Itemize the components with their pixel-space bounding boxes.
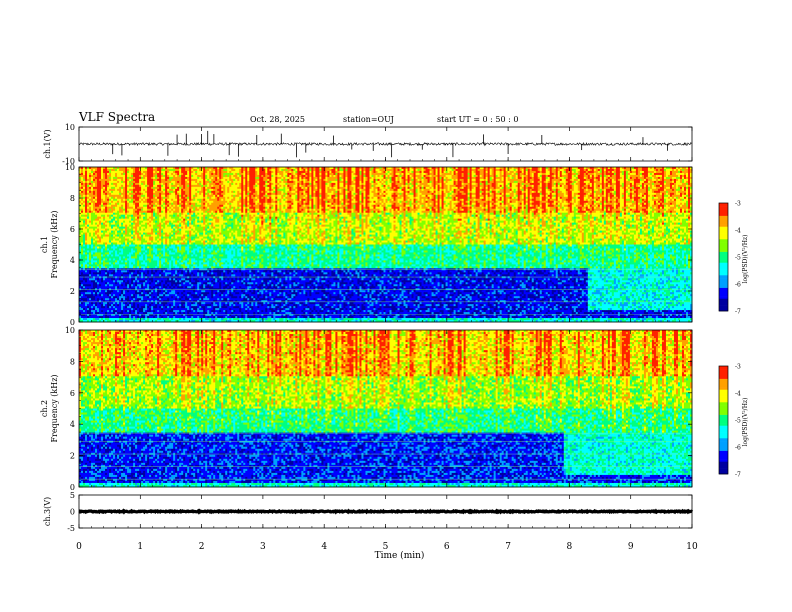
ch1-spectrogram-ylabel: ch.1 bbox=[40, 236, 49, 253]
xtick-label: 6 bbox=[444, 542, 450, 552]
xtick-label: 8 bbox=[567, 542, 573, 552]
xtick-label: 0 bbox=[76, 542, 82, 552]
ytick-label: 8 bbox=[70, 194, 75, 203]
colorbar-tick-label: -7 bbox=[735, 472, 741, 479]
colorbar-tick-label: -6 bbox=[735, 282, 741, 289]
ytick-label: 4 bbox=[70, 420, 75, 429]
ytick-label: -5 bbox=[67, 524, 75, 533]
ytick-label: 2 bbox=[70, 452, 75, 461]
ytick-label: 2 bbox=[70, 287, 75, 296]
colorbar-tick-label: -5 bbox=[735, 255, 741, 262]
colorbar-label: log(PSD)(V²/Hz) bbox=[742, 398, 749, 447]
colorbar-tick-label: -4 bbox=[735, 391, 741, 398]
ch2-spectrogram-colorbar: -3 -4 -5 -6 -7 log(PSD)(V²/Hz) bbox=[719, 364, 749, 479]
ch1-waveform-trace bbox=[79, 143, 692, 146]
ytick-label: 8 bbox=[70, 357, 75, 366]
ch1-waveform-ylabel: ch.1(V) bbox=[43, 129, 52, 158]
xtick-label: 4 bbox=[321, 542, 327, 552]
ytick-label: 0 bbox=[70, 508, 75, 517]
ytick-label: 5 bbox=[70, 491, 75, 500]
colorbar-label: log(PSD)(V²/Hz) bbox=[742, 235, 749, 284]
xtick-label: 10 bbox=[686, 542, 698, 552]
ytick-label: 10 bbox=[65, 163, 75, 172]
ytick-label: 6 bbox=[70, 389, 75, 398]
ch1-spectrogram-colorbar: -3 -4 -5 -6 -7 log(PSD)(V²/Hz) bbox=[719, 201, 749, 316]
xtick-label: 7 bbox=[505, 542, 511, 552]
colorbar-tick-label: -3 bbox=[735, 364, 741, 371]
xtick-label: 2 bbox=[199, 542, 205, 552]
colorbar-tick-label: -5 bbox=[735, 418, 741, 425]
colorbar-tick-label: -4 bbox=[735, 228, 741, 235]
ch3-waveform-trace bbox=[79, 511, 692, 512]
ch1-spectrogram-ylabel-frequency: Frequency (kHz) bbox=[50, 210, 59, 278]
ch2-spectrogram-ylabel-frequency: Frequency (kHz) bbox=[50, 374, 59, 442]
ch3-waveform-panel: 5 0 -5 ch.3(V) bbox=[43, 491, 692, 533]
ytick-label: 6 bbox=[70, 225, 75, 234]
xtick-label: 9 bbox=[628, 542, 634, 552]
ytick-label: 10 bbox=[65, 123, 75, 132]
ytick-label: 10 bbox=[65, 326, 75, 335]
ch3-waveform-ylabel: ch.3(V) bbox=[43, 497, 52, 526]
colorbar-tick-label: -6 bbox=[735, 445, 741, 452]
colorbar-tick-label: -3 bbox=[735, 201, 741, 208]
ch2-spectrogram-cells bbox=[79, 330, 692, 487]
ytick-label: 4 bbox=[70, 256, 75, 265]
ch1-spectrogram-cells bbox=[79, 167, 692, 322]
ch2-spectrogram-ylabel: ch.2 bbox=[40, 400, 49, 417]
xtick-label: 1 bbox=[137, 542, 143, 552]
colorbar-tick-label: -7 bbox=[735, 309, 741, 316]
x-axis-label: Time (min) bbox=[375, 550, 425, 561]
xtick-label: 3 bbox=[260, 542, 266, 552]
